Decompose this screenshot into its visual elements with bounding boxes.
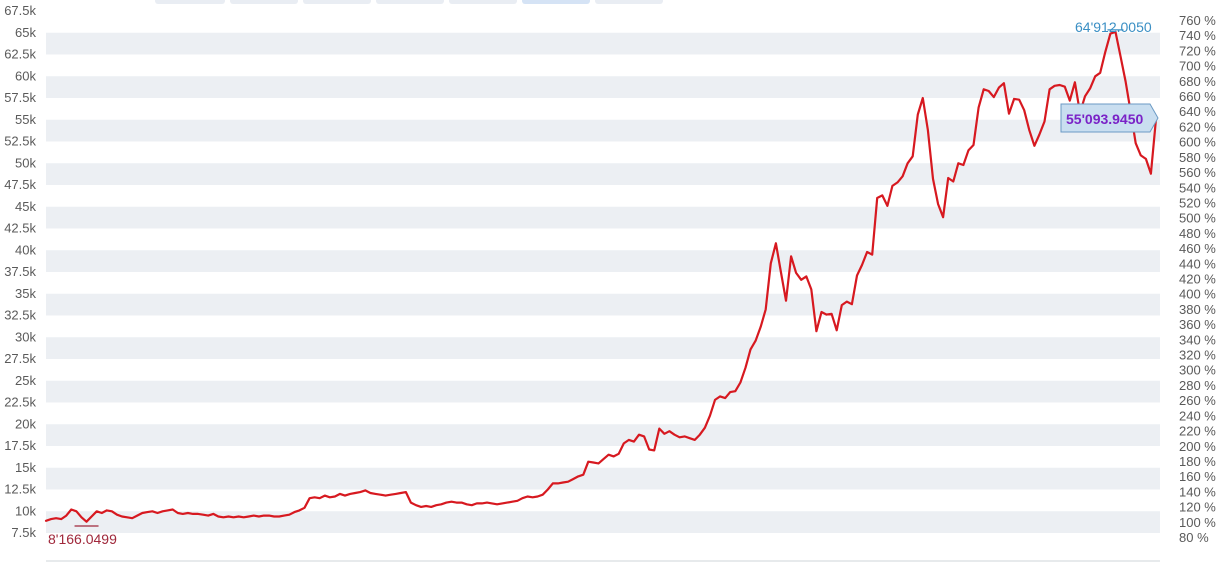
left-axis: 7.5k 10k 12.5k 15k 17.5k 20k 22.5k 25k 27.5k 30k 3… (4, 3, 36, 540)
grid-band (46, 119, 1160, 142)
y2-tick-label: 180 % (1179, 454, 1216, 469)
y2-tick-label: 580 % (1179, 150, 1216, 165)
grid-bands (46, 32, 1160, 533)
y2-tick-label: 700 % (1179, 59, 1216, 74)
y-tick-label: 60k (15, 68, 36, 83)
y2-tick-label: 520 % (1179, 195, 1216, 210)
y2-tick-label: 640 % (1179, 104, 1216, 119)
grid-band (46, 380, 1160, 403)
range-tab-7[interactable] (595, 0, 663, 4)
y-tick-label: 17.5k (4, 438, 36, 453)
y2-tick-label: 620 % (1179, 119, 1216, 134)
y2-tick-label: 260 % (1179, 393, 1216, 408)
last-value-label: 55'093.9450 (1066, 111, 1144, 127)
y-tick-label: 32.5k (4, 308, 36, 323)
y2-tick-label: 240 % (1179, 408, 1216, 423)
grid-band (46, 511, 1160, 533)
y-tick-label: 7.5k (11, 525, 36, 540)
y-tick-label: 55k (15, 112, 36, 127)
y-tick-label: 57.5k (4, 90, 36, 105)
range-tab-6-active[interactable] (522, 0, 590, 4)
y2-tick-label: 760 % (1179, 13, 1216, 28)
y2-tick-label: 480 % (1179, 226, 1216, 241)
y-tick-label: 35k (15, 286, 36, 301)
y2-tick-label: 720 % (1179, 43, 1216, 58)
y2-tick-label: 660 % (1179, 89, 1216, 104)
y2-tick-label: 740 % (1179, 28, 1216, 43)
y2-tick-label: 680 % (1179, 74, 1216, 89)
y-tick-label: 25k (15, 373, 36, 388)
y-tick-label: 47.5k (4, 177, 36, 192)
grid-band (46, 32, 1160, 55)
grid-band (46, 337, 1160, 359)
y2-tick-label: 560 % (1179, 165, 1216, 180)
grid-band (46, 467, 1160, 490)
y-tick-label: 65k (15, 25, 36, 40)
y2-tick-label: 500 % (1179, 211, 1216, 226)
y-tick-label: 12.5k (4, 482, 36, 497)
y-tick-label: 20k (15, 416, 36, 431)
y-tick-label: 42.5k (4, 221, 36, 236)
y2-tick-label: 460 % (1179, 241, 1216, 256)
y-tick-label: 37.5k (4, 264, 36, 279)
grid-band (46, 424, 1160, 446)
y-tick-label: 40k (15, 242, 36, 257)
y-tick-label: 45k (15, 199, 36, 214)
grid-band (46, 163, 1160, 185)
y2-tick-label: 300 % (1179, 363, 1216, 378)
y2-tick-label: 600 % (1179, 135, 1216, 150)
y2-tick-label: 340 % (1179, 332, 1216, 347)
last-value-flag: 55'093.9450 (1060, 103, 1159, 133)
y2-tick-label: 540 % (1179, 180, 1216, 195)
y2-tick-label: 140 % (1179, 484, 1216, 499)
y-tick-label: 52.5k (4, 134, 36, 149)
grid-band (46, 250, 1160, 272)
y-tick-label: 62.5k (4, 47, 36, 62)
y2-tick-label: 120 % (1179, 500, 1216, 515)
grid-band (46, 76, 1160, 98)
y2-tick-label: 200 % (1179, 439, 1216, 454)
y-tick-label: 10k (15, 503, 36, 518)
y-tick-label: 22.5k (4, 395, 36, 410)
y2-tick-label: 360 % (1179, 317, 1216, 332)
y2-tick-label: 220 % (1179, 424, 1216, 439)
y2-tick-label: 380 % (1179, 302, 1216, 317)
y2-tick-label: 160 % (1179, 469, 1216, 484)
y-tick-label: 50k (15, 155, 36, 170)
range-tab-3[interactable] (303, 0, 371, 4)
y-tick-label: 15k (15, 460, 36, 475)
range-tab-1[interactable] (155, 0, 225, 4)
right-axis: 80 %100 %120 %140 %160 %180 %200 %220 %2… (1179, 13, 1216, 545)
y2-tick-label: 320 % (1179, 348, 1216, 363)
range-tab-5[interactable] (449, 0, 517, 4)
grid-band (46, 293, 1160, 316)
range-tab-2[interactable] (230, 0, 298, 4)
range-tab-4[interactable] (376, 0, 444, 4)
y2-tick-label: 440 % (1179, 256, 1216, 271)
min-value-label: 8'166.0499 (48, 531, 117, 547)
y2-tick-label: 420 % (1179, 272, 1216, 287)
y-tick-label: 27.5k (4, 351, 36, 366)
grid-band (46, 206, 1160, 229)
series-line[interactable] (44, 30, 1158, 523)
y2-tick-label: 100 % (1179, 515, 1216, 530)
max-value-label: 64'912.0050 (1075, 19, 1152, 35)
y-tick-label: 30k (15, 329, 36, 344)
y2-tick-label: 80 % (1179, 530, 1209, 545)
y2-tick-label: 280 % (1179, 378, 1216, 393)
y-tick-label: 67.5k (4, 3, 36, 18)
y2-tick-label: 400 % (1179, 287, 1216, 302)
